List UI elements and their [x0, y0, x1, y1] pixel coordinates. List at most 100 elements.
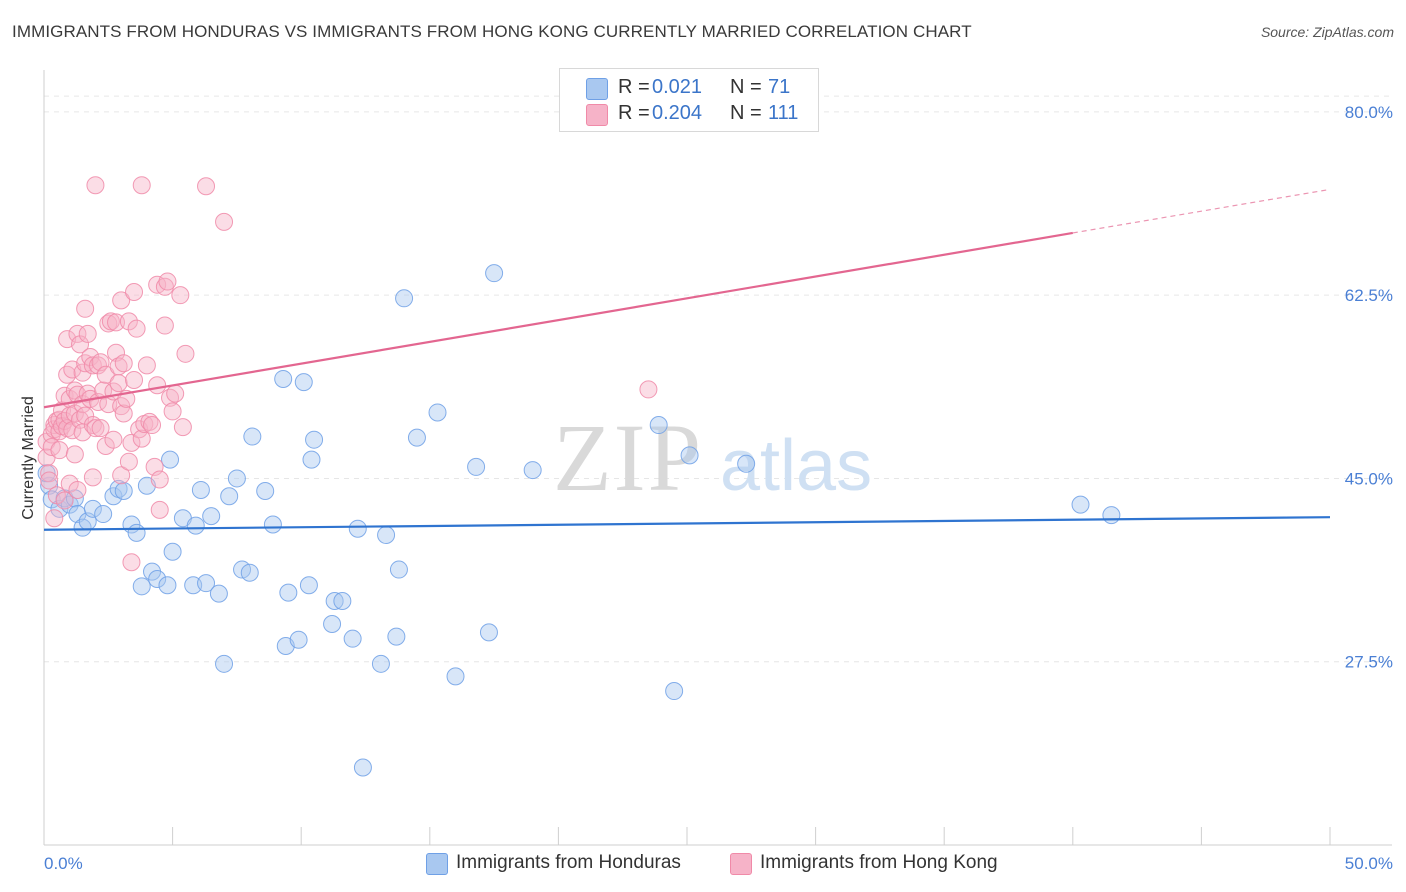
point-honduras: [240, 563, 259, 582]
point-hongkong: [132, 429, 151, 448]
point-honduras: [446, 667, 465, 686]
point-hongkong: [99, 314, 118, 333]
point-honduras: [279, 583, 298, 602]
point-hongkong: [55, 491, 74, 510]
series-legend: Immigrants from Honduras Immigrants from…: [0, 850, 1406, 878]
point-hongkong: [107, 343, 126, 362]
point-hongkong: [166, 384, 185, 403]
point-honduras: [243, 427, 262, 446]
point-hongkong: [137, 356, 156, 375]
legend-r-value-hongkong: 0.204: [652, 102, 703, 124]
point-honduras: [215, 654, 234, 673]
point-hongkong: [78, 324, 97, 343]
point-honduras: [389, 560, 408, 579]
legend-swatch-hongkong: [730, 853, 752, 875]
point-hongkong: [71, 335, 90, 354]
point-hongkong: [122, 433, 141, 452]
point-honduras: [294, 373, 313, 392]
point-honduras: [289, 630, 308, 649]
point-hongkong: [83, 468, 102, 487]
legend-n-label: N =: [730, 102, 762, 124]
legend-swatch-hongkong: [586, 104, 608, 126]
point-honduras: [325, 591, 344, 610]
trend-line-hongkong: [43, 231, 1073, 409]
point-hongkong: [125, 371, 144, 389]
point-honduras: [158, 576, 177, 595]
point-honduras: [485, 264, 504, 283]
point-honduras: [191, 480, 210, 499]
legend-swatch-honduras: [426, 853, 448, 875]
point-honduras: [220, 487, 239, 506]
stats-legend: R = 0.021 N = 71 R = 0.204 N = 111: [559, 68, 819, 132]
x-tick-label: 50.0%: [1345, 854, 1393, 873]
point-honduras: [387, 627, 406, 646]
point-honduras: [467, 457, 486, 476]
point-hongkong: [55, 411, 74, 430]
point-honduras: [523, 461, 542, 480]
legend-n-value-hongkong: 111: [768, 102, 799, 124]
point-honduras: [83, 499, 102, 518]
point-hongkong: [125, 283, 144, 302]
point-hongkong: [86, 176, 105, 195]
point-honduras: [737, 454, 756, 473]
legend-n-value-honduras: 71: [768, 76, 791, 98]
legend-label-honduras: Immigrants from Honduras: [456, 852, 681, 873]
point-hongkong: [40, 464, 59, 483]
point-honduras: [114, 482, 133, 501]
legend-label-hongkong: Immigrants from Hong Kong: [760, 852, 998, 873]
point-honduras: [94, 505, 113, 524]
point-hongkong: [107, 313, 126, 332]
point-hongkong: [132, 176, 151, 195]
point-honduras: [202, 507, 221, 526]
point-honduras: [395, 289, 414, 308]
point-hongkong: [45, 509, 64, 528]
legend-r-label: R =: [618, 76, 650, 98]
point-hongkong: [112, 291, 131, 310]
axes: [43, 70, 1392, 846]
point-honduras: [50, 499, 69, 518]
point-hongkong: [122, 553, 141, 572]
y-tick-label: 62.5%: [1345, 286, 1393, 305]
point-hongkong: [65, 445, 84, 464]
y-tick-label: 27.5%: [1345, 653, 1393, 672]
legend-r-value-honduras: 0.021: [652, 76, 703, 98]
point-hongkong: [68, 324, 87, 343]
legend-swatch-honduras: [586, 78, 608, 100]
trend-line-honduras: [43, 516, 1331, 531]
point-hongkong: [197, 177, 216, 196]
point-hongkong: [76, 406, 95, 425]
point-hongkong: [50, 441, 69, 460]
point-hongkong: [163, 402, 182, 421]
legend-n-label: N =: [730, 76, 762, 98]
trend-lines: [43, 188, 1331, 531]
point-honduras: [163, 542, 182, 561]
chart-title: IMMIGRANTS FROM HONDURAS VS IMMIGRANTS F…: [12, 22, 972, 41]
point-honduras: [407, 428, 426, 447]
point-honduras: [186, 516, 205, 535]
point-hongkong: [40, 471, 59, 490]
point-hongkong: [140, 412, 159, 431]
point-hongkong: [114, 354, 133, 373]
point-hongkong: [176, 344, 195, 363]
y-axis-label: Currently Married: [20, 396, 37, 520]
point-honduras: [348, 519, 367, 538]
watermark-zip: ZIP: [553, 404, 703, 511]
point-hongkong: [86, 419, 105, 438]
legend-r-label: R =: [618, 102, 650, 124]
point-hongkong: [148, 275, 167, 294]
point-hongkong: [150, 500, 169, 519]
point-honduras: [371, 654, 390, 673]
point-hongkong: [127, 319, 146, 338]
point-hongkong: [89, 356, 108, 375]
point-honduras: [649, 416, 668, 435]
point-hongkong: [158, 272, 177, 291]
trend-line-extension-hongkong: [1072, 188, 1331, 234]
y-tick-label: 45.0%: [1345, 469, 1393, 488]
point-hongkong: [104, 430, 123, 449]
point-honduras: [323, 615, 342, 634]
axis-labels: 27.5% 45.0% 62.5% 80.0% 0.0% 50.0% Currently M…: [20, 103, 1393, 873]
point-honduras: [227, 469, 246, 488]
point-hongkong: [143, 416, 162, 435]
point-honduras: [161, 450, 180, 469]
